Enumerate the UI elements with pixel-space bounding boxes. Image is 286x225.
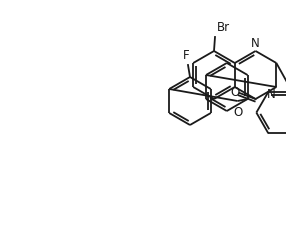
Text: O: O — [230, 86, 239, 99]
Text: O: O — [233, 106, 242, 119]
Text: N: N — [251, 37, 260, 50]
Text: Br: Br — [217, 21, 230, 34]
Text: F: F — [183, 49, 189, 62]
Text: N: N — [267, 88, 275, 101]
